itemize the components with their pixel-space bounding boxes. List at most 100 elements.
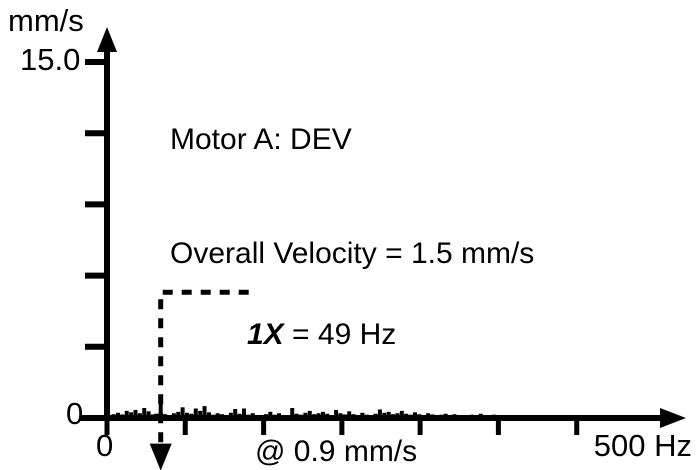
spectrum-bar (255, 415, 260, 418)
spectrum-bar (535, 416, 540, 418)
spectrum-bar (496, 415, 501, 418)
spectrum-bar (566, 416, 571, 418)
spectrum-bar (124, 410, 129, 418)
spectrum-bar (518, 415, 523, 418)
spectrum-bar (443, 413, 448, 418)
spectrum-bar (474, 415, 479, 418)
spectrum-bar (355, 415, 360, 418)
spectrum-bar (382, 412, 387, 418)
spectrum-bar (483, 415, 488, 418)
spectrum-bar (115, 412, 120, 418)
spectrum-bar (272, 414, 277, 418)
spectrum-bar (636, 416, 641, 418)
spectrum-bar (360, 412, 365, 418)
spectrum-bar (224, 415, 229, 418)
spectrum-bar (189, 413, 194, 418)
spectrum-bar (215, 413, 220, 418)
spectrum-bar (513, 416, 518, 418)
spectrum-bar (242, 408, 246, 418)
y-axis-unit-label: mm/s (8, 3, 84, 38)
spectrum-bar (465, 415, 470, 418)
spectrum-bar (180, 407, 185, 418)
spectrum-bar (434, 415, 439, 418)
chart-title-line-2: Overall Velocity = 1.5 mm/s (170, 237, 535, 270)
spectrum-bar (592, 416, 597, 418)
spectrum-bar (259, 415, 264, 418)
peak-leader-dashed-path (158, 289, 249, 447)
spectrum-bar (211, 414, 216, 418)
spectrum-bar (233, 408, 238, 418)
spectrum-bar (142, 408, 147, 418)
spectrum-bar (509, 415, 514, 418)
spectrum-bar (575, 416, 580, 418)
x-axis (80, 408, 686, 435)
spectrum-bar (478, 413, 483, 418)
spectrum-bar (185, 412, 190, 418)
spectrum-bar (623, 416, 628, 418)
spectrum-bar (386, 411, 391, 418)
spectrum-bar (107, 415, 112, 418)
spectrum-bar (364, 414, 369, 418)
spectrum-bar (601, 416, 606, 418)
spectrum-bar (426, 413, 431, 418)
y-axis-max-label: 15.0 (20, 42, 81, 77)
spectrum-bar (619, 416, 624, 418)
spectrum-bar (347, 411, 352, 418)
spectrum-bar (342, 414, 347, 418)
spectrum-bar (163, 414, 168, 418)
spectrum-bar (500, 416, 505, 418)
spectrum-bar (553, 416, 558, 418)
chart-title-line-1: Motor A: DEV (170, 123, 352, 156)
spectrum-bar (522, 416, 527, 418)
spectrum-bar (439, 414, 444, 418)
spectrum-bar (334, 409, 339, 418)
peak-order-marker: 1X (247, 318, 284, 351)
spectrum-bar (373, 413, 378, 418)
spectrum-bar (377, 409, 382, 418)
spectrum-bar (412, 412, 417, 418)
spectrum-bar (154, 413, 159, 418)
spectrum-bar (487, 415, 492, 418)
spectrum-bar (303, 412, 308, 418)
x-axis-ticks (104, 418, 580, 435)
spectrum-bar (597, 416, 602, 418)
spectrum-bar (588, 416, 593, 418)
peak-callout-block: 1X = 49 Hz @ 0.9 mm/s (247, 237, 417, 470)
spectrum-bar (281, 415, 286, 418)
spectrum-bar (129, 412, 134, 418)
spectrum-bars (107, 396, 654, 418)
spectrum-bar (579, 416, 584, 418)
spectrum-bar (430, 414, 435, 418)
spectrum-bar (307, 410, 312, 418)
spectrum-bar (417, 414, 422, 418)
spectrum-bar (391, 414, 396, 418)
spectrum-bar (250, 413, 255, 418)
spectrum-bar (456, 415, 461, 418)
spectrum-bar (461, 416, 466, 418)
spectrum-bar (448, 415, 453, 418)
spectrum-bar (320, 411, 325, 418)
spectrum-bar (285, 415, 290, 418)
spectrum-bar (570, 416, 575, 418)
spectrum-bar (557, 416, 562, 418)
spectrum-bar (395, 413, 400, 418)
spectrum-bar (627, 416, 632, 418)
spectrum-bar (505, 415, 510, 418)
spectrum-bar (329, 415, 334, 418)
spectrum-bar (111, 414, 116, 418)
spectrum-bar (237, 413, 242, 418)
spectrum-bar (206, 412, 211, 418)
chart-title-block: Motor A: DEV Overall Velocity = 1.5 mm/s (170, 45, 534, 349)
y-axis-zero-label: 0 (66, 396, 84, 431)
spectrum-bar (399, 410, 404, 418)
peak-frequency-line: 1X = 49 Hz (247, 315, 417, 354)
spectrum-bar (408, 414, 413, 418)
spectrum-bar (263, 414, 268, 418)
spectrum-bar (220, 414, 225, 418)
spectrum-bar (469, 414, 474, 418)
spectrum-bar (369, 415, 374, 418)
spectrum-bar (491, 414, 496, 418)
spectrum-bar (133, 409, 138, 418)
spectrum-bar (202, 406, 207, 418)
